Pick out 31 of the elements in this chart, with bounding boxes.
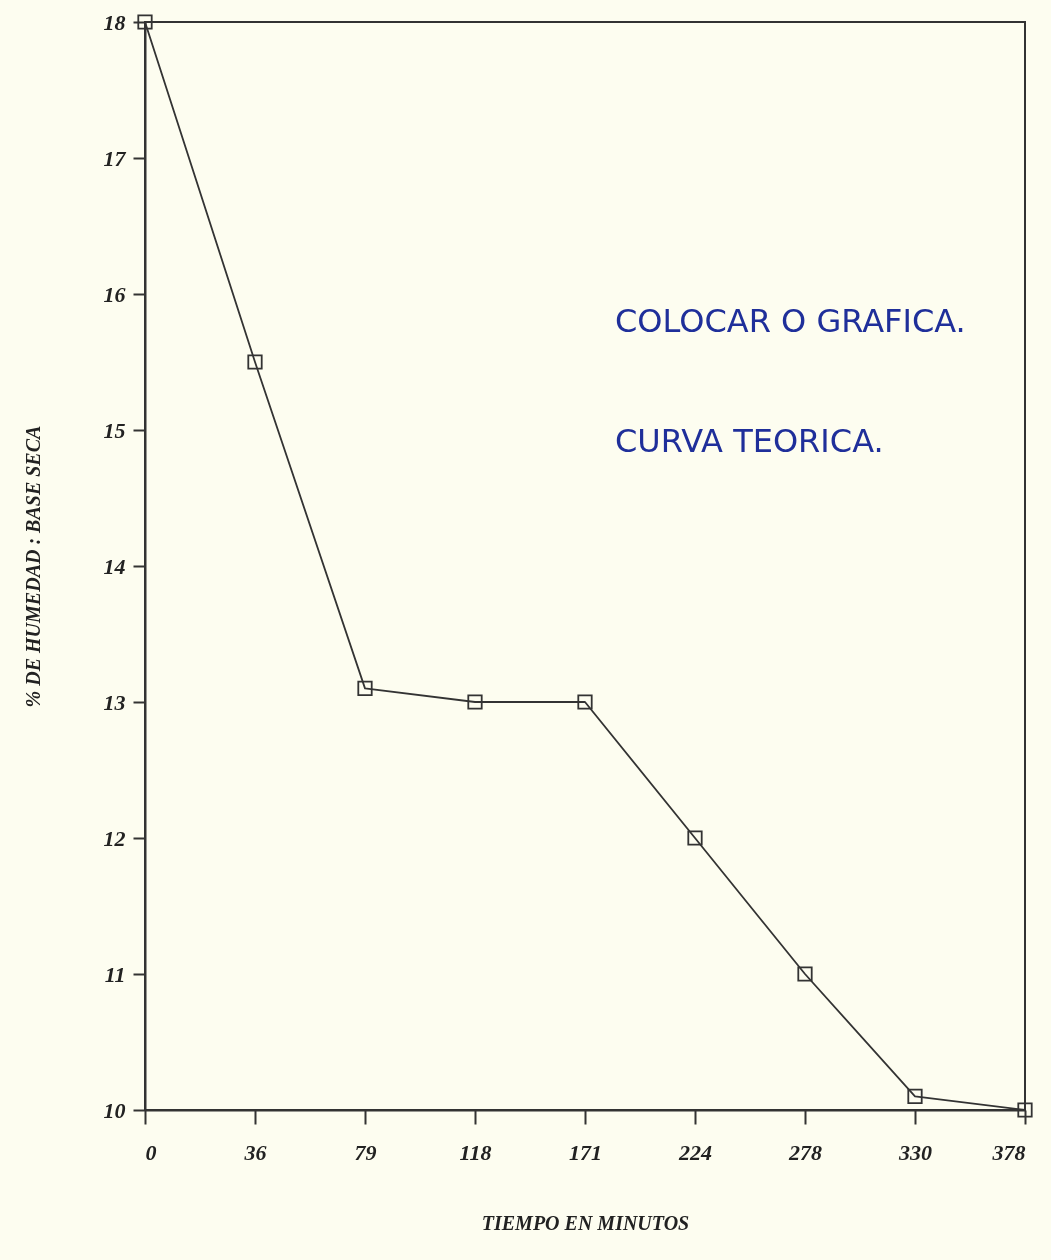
- x-tick-label: 36: [243, 1139, 267, 1165]
- point: [577, 694, 593, 710]
- y-tick-label: 18: [103, 9, 126, 35]
- x-tick-label: 0: [145, 1139, 157, 1165]
- point: [797, 966, 813, 982]
- y-axis-title: % DE HUMEDAD : BASE SECA: [21, 425, 44, 708]
- y-tick-label: 10: [103, 1097, 126, 1123]
- annotation: CURVA TEORICA.: [615, 422, 884, 460]
- y-tick-label: 16: [103, 281, 126, 307]
- point: [137, 14, 153, 30]
- x-tick-label: 79: [354, 1139, 377, 1165]
- x-tick-label: 118: [459, 1139, 492, 1165]
- y-tick-label: 15: [103, 417, 126, 443]
- y-tick-label: 11: [104, 961, 126, 987]
- x-axis-title: TIEMPO EN MINUTOS: [481, 1211, 690, 1234]
- point: [687, 830, 703, 846]
- x-tick-label: 224: [678, 1139, 712, 1165]
- y-tick-label: 17: [103, 145, 127, 171]
- y-tick-label: 12: [103, 825, 126, 851]
- point: [907, 1088, 923, 1105]
- point: [1017, 1102, 1033, 1118]
- x-tick-label: 378: [991, 1139, 1026, 1165]
- y-tick-label: 13: [103, 689, 126, 715]
- point: [467, 694, 483, 710]
- x-tick-label: 330: [898, 1139, 932, 1165]
- annotation: COLOCAR O GRAFICA.: [615, 302, 966, 340]
- point: [247, 354, 263, 370]
- x-tick-label: 171: [569, 1139, 602, 1165]
- point: [357, 680, 373, 697]
- x-tick-label: 278: [788, 1139, 822, 1165]
- y-tick-label: 14: [103, 553, 126, 579]
